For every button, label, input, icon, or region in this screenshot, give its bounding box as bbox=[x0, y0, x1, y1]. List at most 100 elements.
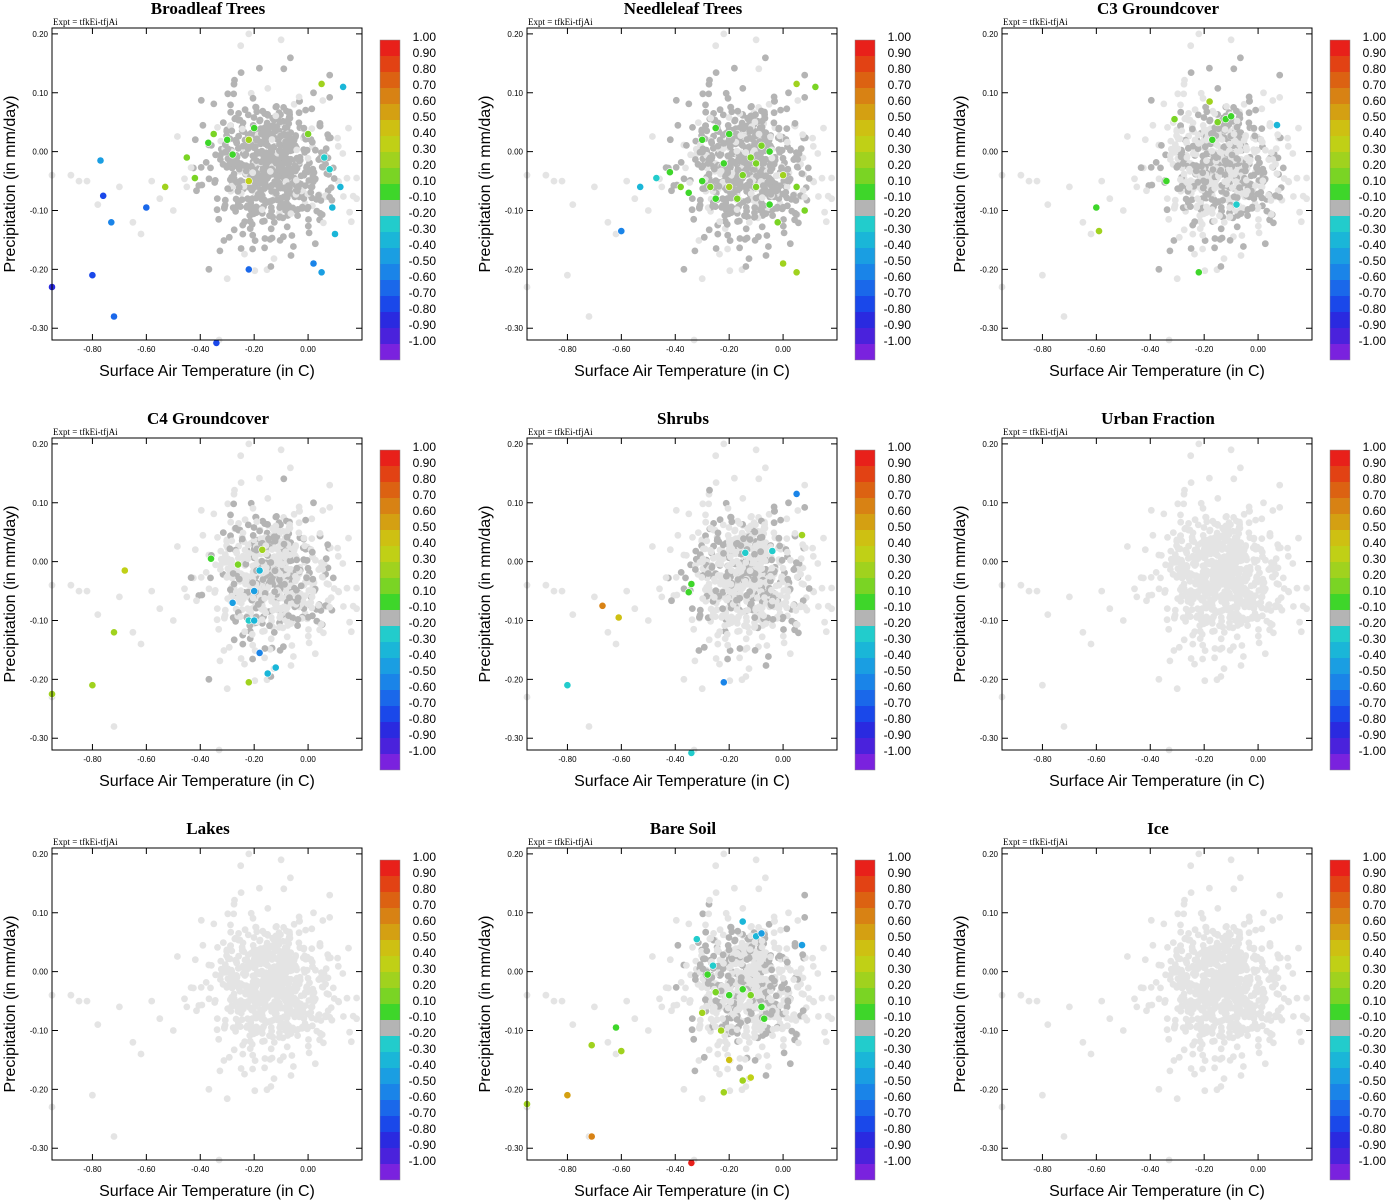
data-point bbox=[741, 622, 748, 630]
colorbar-cell bbox=[380, 56, 400, 72]
data-point bbox=[308, 183, 316, 191]
data-point bbox=[1203, 518, 1211, 526]
data-point bbox=[668, 187, 675, 195]
data-point bbox=[736, 217, 743, 225]
data-point bbox=[769, 212, 776, 220]
data-point bbox=[287, 662, 295, 669]
data-point bbox=[317, 197, 325, 204]
data-point bbox=[227, 586, 234, 594]
data-point bbox=[762, 210, 770, 218]
data-point bbox=[174, 953, 181, 960]
colorbar-label: 0.90 bbox=[888, 46, 912, 60]
data-point bbox=[719, 145, 727, 153]
colorbar-cell bbox=[855, 642, 875, 658]
data-point bbox=[698, 163, 706, 171]
data-point bbox=[631, 195, 639, 203]
colorbar-label: -0.30 bbox=[884, 222, 912, 236]
data-point bbox=[187, 574, 195, 581]
data-point bbox=[745, 144, 753, 151]
data-point bbox=[1235, 612, 1242, 619]
data-point bbox=[304, 632, 312, 640]
highlighted-point bbox=[1092, 203, 1101, 212]
data-point bbox=[662, 574, 670, 581]
data-point bbox=[1280, 175, 1288, 182]
highlighted-point bbox=[687, 580, 696, 588]
data-point bbox=[83, 587, 91, 595]
data-point bbox=[253, 108, 261, 116]
colorbar-cell bbox=[855, 264, 875, 280]
colorbar-cell bbox=[855, 280, 875, 296]
data-point bbox=[297, 172, 305, 180]
data-point bbox=[227, 101, 234, 109]
data-point bbox=[755, 475, 763, 483]
data-point bbox=[244, 145, 252, 153]
data-point bbox=[731, 64, 738, 72]
data-point bbox=[1257, 189, 1265, 196]
data-point bbox=[277, 36, 285, 44]
colorbar-label: -0.70 bbox=[1359, 696, 1387, 710]
data-point bbox=[267, 559, 275, 566]
colorbar-label: -0.30 bbox=[1359, 222, 1387, 236]
data-point bbox=[1220, 629, 1228, 636]
data-point bbox=[778, 574, 785, 582]
data-point bbox=[197, 574, 205, 581]
data-point bbox=[743, 136, 751, 143]
data-point bbox=[779, 564, 787, 572]
data-point bbox=[1217, 225, 1225, 233]
data-point bbox=[755, 540, 763, 548]
data-point bbox=[214, 534, 221, 541]
data-point bbox=[253, 135, 261, 143]
data-point bbox=[227, 176, 234, 184]
highlighted-point bbox=[768, 547, 777, 555]
colorbar-cell bbox=[380, 754, 400, 770]
data-point bbox=[245, 550, 252, 557]
colorbar-label: -0.60 bbox=[884, 680, 912, 694]
data-point bbox=[728, 567, 735, 574]
data-point bbox=[736, 235, 744, 242]
highlighted-point bbox=[684, 588, 693, 597]
data-point bbox=[1230, 65, 1238, 73]
data-point bbox=[262, 132, 270, 140]
data-point bbox=[698, 275, 706, 283]
colorbar-label: 0.50 bbox=[413, 110, 437, 124]
data-point bbox=[272, 190, 280, 198]
colorbar-label: 0.50 bbox=[888, 520, 912, 534]
data-point bbox=[1222, 190, 1230, 198]
data-point bbox=[680, 675, 688, 683]
data-point bbox=[83, 177, 91, 185]
data-point bbox=[308, 535, 316, 542]
data-point bbox=[1236, 111, 1243, 118]
data-point bbox=[779, 632, 787, 640]
data-point bbox=[308, 548, 316, 556]
colorbar-label: -0.50 bbox=[884, 254, 912, 268]
data-point bbox=[564, 271, 571, 279]
data-point bbox=[736, 180, 744, 187]
data-point bbox=[794, 97, 802, 104]
data-point bbox=[1187, 452, 1195, 460]
data-point bbox=[1221, 126, 1229, 133]
data-point bbox=[716, 628, 724, 636]
data-point bbox=[776, 542, 784, 550]
data-point bbox=[1189, 529, 1197, 537]
data-point bbox=[1226, 528, 1234, 536]
colorbar-cell bbox=[1330, 722, 1350, 738]
data-point bbox=[672, 574, 680, 581]
points-layer bbox=[998, 30, 1310, 344]
data-point bbox=[1268, 621, 1275, 628]
data-point bbox=[249, 169, 257, 177]
data-point bbox=[790, 601, 797, 609]
data-point bbox=[809, 544, 816, 552]
data-point bbox=[797, 145, 805, 153]
colorbar-cell bbox=[380, 200, 400, 216]
data-point bbox=[230, 90, 238, 98]
data-point bbox=[239, 535, 246, 543]
data-point bbox=[1217, 635, 1225, 643]
data-point bbox=[677, 159, 685, 166]
data-point bbox=[283, 155, 291, 162]
data-point bbox=[751, 204, 759, 212]
colorbar-cell bbox=[380, 674, 400, 690]
colorbar-label: 0.20 bbox=[1363, 158, 1387, 172]
data-point bbox=[266, 578, 274, 585]
y-tick-label: -0.20 bbox=[505, 675, 524, 684]
data-point bbox=[309, 587, 317, 595]
